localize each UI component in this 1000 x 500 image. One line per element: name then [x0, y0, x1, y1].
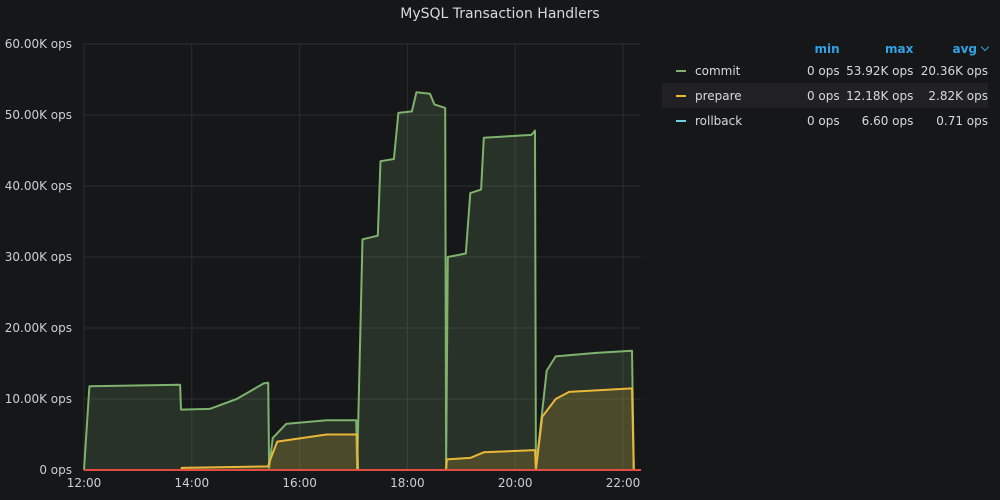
- y-tick-label: 40.00K ops: [5, 179, 72, 193]
- y-tick-label: 30.00K ops: [5, 250, 72, 264]
- legend-min-value: 0 ops: [806, 113, 840, 128]
- legend-avg-value: 20.36K ops: [920, 63, 988, 78]
- legend-row-commit[interactable]: commit 0 ops 53.92K ops 20.36K ops: [662, 58, 988, 83]
- y-tick-label: 20.00K ops: [5, 321, 72, 335]
- legend-max-value: 6.60 ops: [861, 113, 914, 128]
- x-tick-label: 14:00: [175, 476, 210, 490]
- legend-header-avg[interactable]: avg: [913, 42, 990, 56]
- y-tick-label: 10.00K ops: [5, 392, 72, 406]
- legend-row-rollback[interactable]: rollback 0 ops 6.60 ops 0.71 ops: [662, 108, 988, 133]
- chart-area: 0 ops 10.00K ops 20.00K ops 30.00K ops 40.00…: [5, 37, 641, 490]
- legend-avg-value: 0.71 ops: [936, 113, 988, 128]
- series-line-prepare: [84, 387, 635, 471]
- legend-header-avg-label: avg: [952, 42, 977, 56]
- series-area-prepare: [84, 388, 634, 470]
- legend-series-name[interactable]: commit: [695, 63, 741, 78]
- series-color-swatch[interactable]: [676, 119, 686, 122]
- legend-max-value: 12.18K ops: [846, 88, 914, 103]
- series-color-swatch[interactable]: [676, 94, 686, 97]
- x-tick-label: 16:00: [282, 476, 317, 490]
- legend-max-value: 53.92K ops: [846, 63, 914, 78]
- legend-min-value: 0 ops: [806, 88, 840, 103]
- legend-table: min max avg commit 0 ops 53.92K ops 20.3…: [662, 40, 990, 133]
- series-color-swatch[interactable]: [676, 69, 686, 72]
- chevron-down-icon: [980, 42, 990, 52]
- y-tick-label: 50.00K ops: [5, 108, 72, 122]
- x-tick-label: 18:00: [390, 476, 425, 490]
- legend-header-min[interactable]: min: [814, 42, 840, 56]
- x-axis: 12:00 14:00 16:00 18:00 20:00 22:00: [67, 476, 641, 490]
- legend-min-value: 0 ops: [806, 63, 840, 78]
- y-axis: 0 ops 10.00K ops 20.00K ops 30.00K ops 40.00…: [5, 37, 72, 477]
- legend-avg-value: 2.82K ops: [928, 88, 988, 103]
- legend-row-prepare[interactable]: prepare 0 ops 12.18K ops 2.82K ops: [662, 83, 988, 108]
- legend-header-max[interactable]: max: [885, 42, 914, 56]
- x-tick-label: 12:00: [67, 476, 102, 490]
- panel-title: MySQL Transaction Handlers: [400, 6, 600, 22]
- chart-series: [83, 91, 641, 471]
- series-line-commit: [83, 91, 635, 471]
- series-area-commit: [84, 92, 634, 471]
- y-tick-label: 0 ops: [39, 463, 72, 477]
- legend-header: min max avg: [662, 40, 990, 58]
- x-tick-label: 20:00: [498, 476, 533, 490]
- y-tick-label: 60.00K ops: [5, 37, 72, 51]
- legend-series-name[interactable]: rollback: [695, 113, 743, 128]
- legend-series-name[interactable]: prepare: [695, 88, 742, 103]
- x-tick-label: 22:00: [606, 476, 641, 490]
